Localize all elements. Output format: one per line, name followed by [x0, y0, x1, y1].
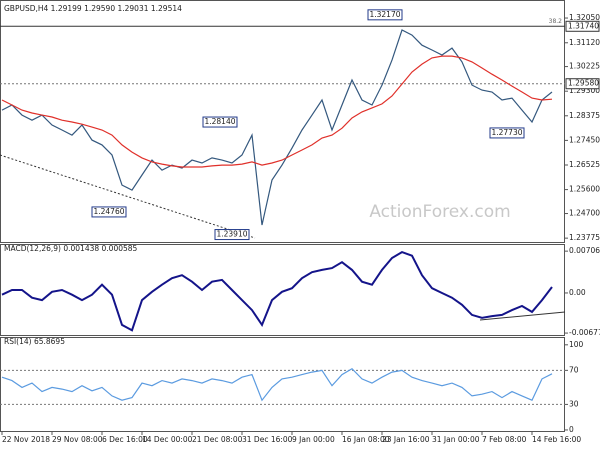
- series-line: [1, 55, 553, 168]
- x-tick-label: 29 Nov 08:00: [52, 435, 103, 444]
- annotation-label: 1.28140: [204, 117, 235, 126]
- y-tick-label: -0.006774: [569, 328, 600, 337]
- y-tick-label: 1.30225: [569, 62, 600, 71]
- annotation-label: 1.27730: [491, 128, 522, 137]
- macd-trend-line: [479, 311, 566, 321]
- x-tick-label: 31 Dec 16:00: [242, 435, 293, 444]
- y-tick-label: 1.28375: [569, 111, 600, 120]
- y-tick-label: 1.24700: [569, 209, 600, 218]
- x-tick-label: 14 Feb 16:00: [532, 435, 581, 444]
- annotation-label: 1.32170: [369, 10, 400, 19]
- series-line: [1, 367, 553, 402]
- macd-panel: [0, 244, 565, 336]
- y-tick-label: 1.25600: [569, 185, 600, 194]
- y-tick-label: 1.32050: [569, 13, 600, 22]
- level-label-box: [565, 20, 600, 32]
- level-label: 1.31740: [568, 21, 599, 30]
- y-tick-label: 0: [569, 425, 574, 434]
- y-tick-label: 0.007063: [569, 246, 600, 255]
- level-label-box: [565, 78, 600, 90]
- panel-title: RSI(14) 65.8695: [4, 337, 65, 346]
- x-tick-label: 6 Dec 16:00: [102, 435, 148, 444]
- y-tick-label: 30: [569, 399, 579, 408]
- x-tick-label: 9 Jan 00:00: [292, 435, 335, 444]
- y-tick-label: 1.27450: [569, 135, 600, 144]
- annotation-box: [489, 127, 525, 139]
- annotation-label: 1.23910: [216, 230, 247, 239]
- rsi-panel: [0, 337, 565, 432]
- y-tick-label: 100: [569, 340, 584, 349]
- level-note: 38.2: [549, 18, 563, 25]
- annotation-box: [91, 206, 127, 218]
- y-tick-label: 70: [569, 365, 579, 374]
- x-tick-label: 7 Feb 08:00: [482, 435, 527, 444]
- x-tick-label: 23 Jan 16:00: [382, 435, 430, 444]
- trend-line: [0, 154, 256, 239]
- main-panel: [0, 0, 565, 243]
- series-line: [1, 250, 553, 332]
- annotation-box: [214, 229, 250, 241]
- y-tick-label: 1.29300: [569, 86, 600, 95]
- y-tick-label: 0.00: [569, 288, 586, 297]
- y-tick-label: 1.26525: [569, 160, 600, 169]
- level-label: 1.29580: [568, 79, 599, 88]
- annotation-box: [367, 9, 403, 21]
- x-tick-label: 31 Jan 00:00: [432, 435, 480, 444]
- y-tick-label: 1.31120: [569, 38, 600, 47]
- x-tick-label: 14 Dec 00:00: [142, 435, 193, 444]
- watermark: ActionForex.com: [369, 202, 510, 222]
- annotation-box: [202, 116, 238, 128]
- panel-title: GBPUSD,H4 1.29199 1.29590 1.29031 1.2951…: [4, 4, 182, 13]
- y-tick-label: 1.23775: [569, 233, 600, 242]
- annotation-label: 1.24760: [93, 207, 124, 216]
- series-line: [1, 29, 553, 226]
- x-tick-label: 22 Nov 2018: [2, 435, 50, 444]
- panel-title: MACD(12,26,9) 0.001438 0.000585: [4, 244, 138, 253]
- x-tick-label: 21 Dec 08:00: [192, 435, 243, 444]
- x-tick-label: 16 Jan 08:00: [342, 435, 390, 444]
